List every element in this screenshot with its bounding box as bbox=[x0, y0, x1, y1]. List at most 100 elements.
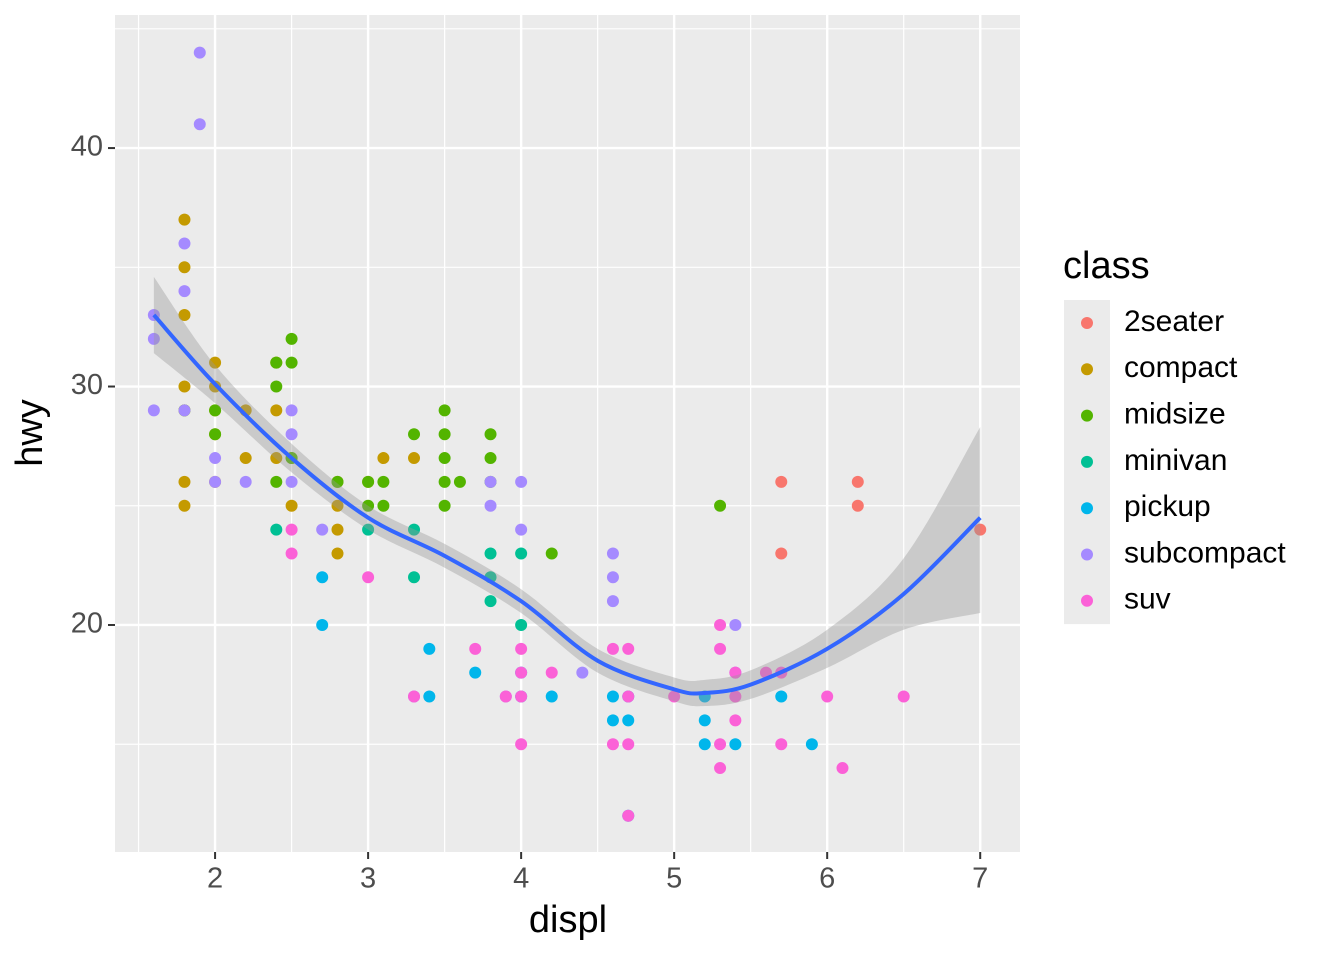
point bbox=[714, 738, 727, 751]
point bbox=[285, 499, 298, 512]
point bbox=[775, 690, 788, 703]
x-tick-label: 5 bbox=[666, 863, 682, 895]
point bbox=[469, 666, 482, 679]
legend-title: class bbox=[1063, 245, 1150, 287]
point bbox=[285, 523, 298, 536]
point bbox=[285, 404, 298, 417]
point bbox=[316, 571, 329, 584]
point bbox=[331, 475, 344, 488]
point bbox=[622, 809, 635, 822]
legend-key bbox=[1081, 409, 1093, 422]
x-tick-label: 6 bbox=[819, 863, 835, 895]
point bbox=[974, 523, 987, 536]
point bbox=[285, 332, 298, 345]
point bbox=[147, 404, 160, 417]
point bbox=[484, 499, 497, 512]
point bbox=[515, 475, 528, 488]
point bbox=[438, 404, 451, 417]
point bbox=[193, 118, 206, 131]
point bbox=[408, 571, 421, 584]
point bbox=[377, 475, 390, 488]
point bbox=[515, 690, 528, 703]
legend-key bbox=[1081, 363, 1093, 376]
point bbox=[821, 690, 834, 703]
point bbox=[209, 428, 222, 441]
point bbox=[438, 475, 451, 488]
point bbox=[805, 738, 818, 751]
point bbox=[270, 356, 283, 369]
x-tick-label: 3 bbox=[360, 863, 376, 895]
legend-key bbox=[1081, 455, 1093, 468]
point bbox=[438, 452, 451, 465]
point bbox=[362, 523, 375, 536]
legend-label: subcompact bbox=[1124, 536, 1286, 569]
point bbox=[423, 690, 436, 703]
legend-label: midsize bbox=[1124, 398, 1226, 431]
point bbox=[362, 475, 375, 488]
point bbox=[178, 404, 191, 417]
point bbox=[178, 261, 191, 274]
point bbox=[729, 714, 742, 727]
point bbox=[484, 428, 497, 441]
point bbox=[209, 404, 222, 417]
point bbox=[285, 356, 298, 369]
legend-key bbox=[1081, 594, 1093, 607]
point bbox=[836, 762, 849, 775]
point bbox=[209, 452, 222, 465]
point bbox=[270, 452, 283, 465]
x-axis-title: displ bbox=[529, 899, 607, 941]
y-tick-label: 30 bbox=[71, 369, 103, 401]
point bbox=[515, 523, 528, 536]
legend-label: pickup bbox=[1124, 490, 1211, 523]
point bbox=[331, 547, 344, 560]
point bbox=[606, 595, 619, 608]
point bbox=[622, 642, 635, 655]
point bbox=[729, 738, 742, 751]
point bbox=[515, 547, 528, 560]
point bbox=[270, 475, 283, 488]
point bbox=[545, 690, 558, 703]
legend-key bbox=[1081, 502, 1093, 515]
point bbox=[775, 475, 788, 488]
point bbox=[178, 475, 191, 488]
legend-label: suv bbox=[1124, 583, 1171, 616]
legend-label: 2seater bbox=[1124, 305, 1224, 338]
x-tick-label: 7 bbox=[972, 863, 988, 895]
point bbox=[178, 285, 191, 298]
point bbox=[714, 499, 727, 512]
point bbox=[606, 571, 619, 584]
point bbox=[606, 738, 619, 751]
point bbox=[499, 690, 512, 703]
point bbox=[209, 475, 222, 488]
point bbox=[484, 452, 497, 465]
point bbox=[606, 690, 619, 703]
legend-label: compact bbox=[1124, 351, 1238, 384]
x-tick-label: 2 bbox=[207, 863, 223, 895]
point bbox=[285, 547, 298, 560]
point bbox=[408, 428, 421, 441]
point bbox=[239, 475, 252, 488]
point bbox=[606, 714, 619, 727]
point bbox=[209, 356, 222, 369]
y-tick-label: 20 bbox=[71, 608, 103, 640]
point bbox=[606, 642, 619, 655]
point bbox=[668, 690, 681, 703]
point bbox=[545, 547, 558, 560]
point bbox=[576, 666, 589, 679]
confidence-band bbox=[153, 276, 981, 707]
point bbox=[851, 499, 864, 512]
point bbox=[729, 666, 742, 679]
point bbox=[698, 738, 711, 751]
point bbox=[484, 595, 497, 608]
y-tick-label: 40 bbox=[71, 131, 103, 163]
point bbox=[408, 690, 421, 703]
point bbox=[270, 523, 283, 536]
point bbox=[897, 690, 910, 703]
point bbox=[469, 642, 482, 655]
point bbox=[729, 690, 742, 703]
legend-key bbox=[1081, 317, 1093, 329]
point bbox=[239, 452, 252, 465]
point bbox=[714, 762, 727, 775]
point bbox=[285, 428, 298, 441]
